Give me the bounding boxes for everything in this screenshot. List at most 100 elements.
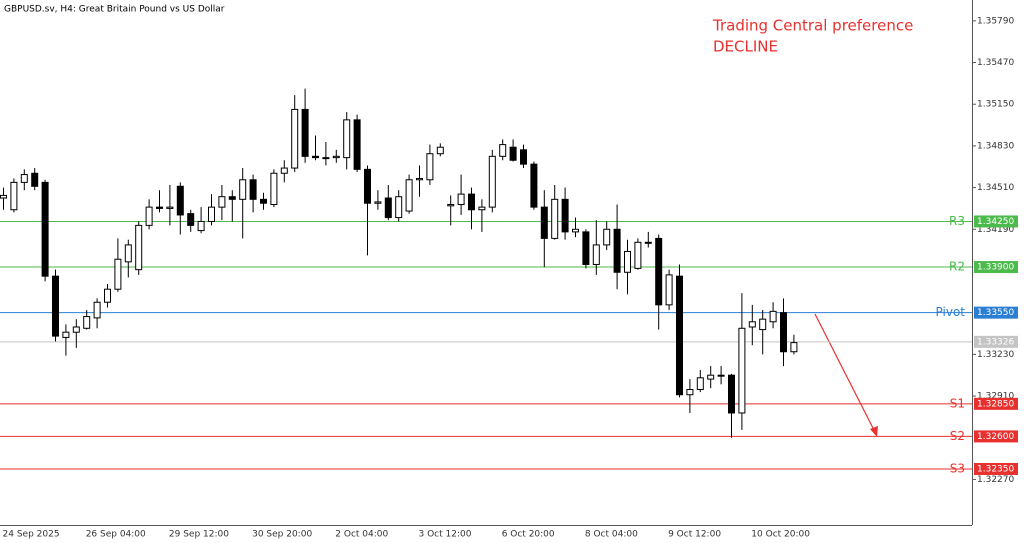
candle-body [624,250,631,273]
x-tick-label: 26 Sep 04:00 [86,530,146,540]
candle-body [530,163,538,208]
level-price-box [974,306,1018,319]
candle-body [20,174,28,183]
x-tick-label: 2 Oct 04:00 [335,530,388,540]
x-tick-label: 3 Oct 12:00 [419,530,472,540]
annotation: Trading Central preference [712,17,913,35]
candle-body [499,144,507,157]
candle-body [384,197,392,219]
candle-body [208,206,215,222]
candle-body [145,206,153,226]
x-tick-label: 9 Oct 12:00 [668,530,721,540]
candle-body [676,275,683,396]
level-price-label: 1.33900 [977,263,1014,273]
candle-body [114,258,122,290]
candle-body [104,288,111,303]
candle-body [592,244,600,265]
candle-body [364,168,371,204]
candle-body [135,224,143,271]
candle-body [332,155,340,159]
current-price-box [974,335,1018,348]
candle-body [790,342,798,353]
candle-body [239,179,247,200]
candle-body [322,157,330,160]
x-tick-label: 10 Oct 20:00 [751,530,810,540]
candle-body [83,316,91,329]
candle-body [655,237,663,306]
y-tick-label: 1.35150 [977,100,1014,110]
y-tick-label: 1.35470 [977,58,1014,68]
y-tick-label: 1.32910 [977,392,1014,402]
candle-body [717,374,725,377]
candle-body [280,167,288,174]
candle-body [644,241,652,244]
candle-body [187,213,195,226]
candle-body [93,301,101,319]
candle-body [686,389,694,396]
level-price-box [974,261,1018,274]
candle-body [665,274,673,306]
candle-body [176,185,184,216]
candle-body [582,231,590,265]
y-tick-label: 1.35790 [977,16,1014,26]
level-name: S1 [950,396,965,410]
level-price-label: 1.32350 [977,464,1014,474]
candle-body [72,326,80,333]
candle-body [759,318,767,331]
level-name: Pivot [936,305,966,319]
candle-body [728,374,735,414]
candle-body [436,146,444,155]
candle-body [551,198,559,239]
y-tick-label: 1.34510 [977,183,1014,193]
candle-body [343,119,351,159]
level-name: R2 [949,260,965,274]
candle-body [572,228,579,233]
candle-body [748,321,756,328]
candle-body [228,196,236,200]
candle-body [696,377,704,391]
candle-body [478,206,486,211]
candle-body [166,206,174,209]
candle-body [31,172,39,187]
x-tick-label: 30 Sep 20:00 [252,530,312,540]
candle-body [457,193,465,206]
candle-body [447,204,455,207]
y-tick-label: 1.32270 [977,475,1014,485]
candle-body [769,310,777,323]
candle-body [488,155,496,208]
x-tick-label: 6 Oct 20:00 [502,530,555,540]
candle-body [291,108,299,169]
candle-body [301,108,309,157]
candle-body [468,193,475,211]
level-price-box [974,462,1018,475]
candle-body [52,275,59,337]
level-price-box [974,397,1018,410]
candle-body [634,241,642,269]
candle-body [0,194,7,199]
candle-body [270,172,278,206]
candle-body [405,179,413,212]
candle-body [395,196,403,219]
level-price-box [974,430,1018,443]
candle-body [707,374,715,380]
candle-body [738,327,746,414]
level-price-box [974,215,1018,228]
candle-body [353,119,361,170]
candle-body [613,228,621,273]
x-tick-label: 24 Sep 2025 [3,530,60,540]
current-price-label: 1.33326 [977,337,1014,347]
x-tick-label: 8 Oct 04:00 [585,530,638,540]
x-tick-label: 29 Sep 12:00 [169,530,229,540]
candle-body [561,198,569,233]
candle-body [10,181,18,211]
level-price-label: 1.34250 [977,217,1014,227]
candle-body [197,220,205,232]
candle-body [218,196,226,208]
candle-body [260,198,267,204]
y-tick-label: 1.34190 [977,225,1014,235]
candle-body [312,155,319,159]
level-name: S3 [950,461,965,475]
candle-body [509,146,517,161]
candle-body [124,244,132,263]
